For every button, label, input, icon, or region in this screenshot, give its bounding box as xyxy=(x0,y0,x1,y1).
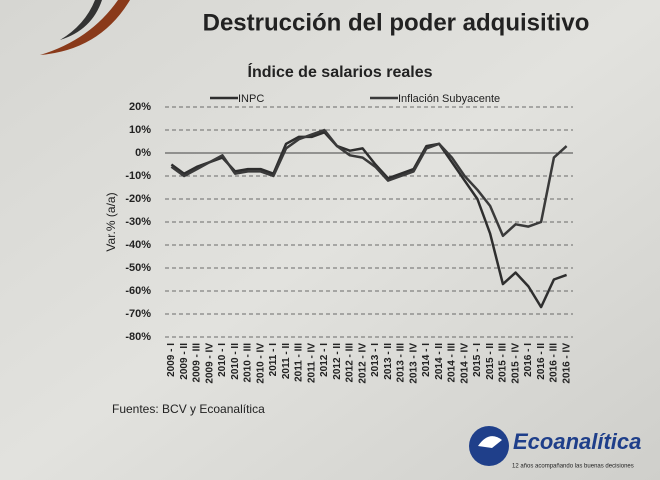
x-tick-label: 2009 - II xyxy=(179,343,190,380)
decoration xyxy=(40,0,130,55)
x-tick-label: 2013 - I xyxy=(370,343,381,377)
legend-label: Inflación Subyacente xyxy=(398,93,500,105)
x-tick-label: 2011 - III xyxy=(294,343,305,382)
x-tick-label: 2016 - I xyxy=(523,343,534,377)
y-tick-label: -60% xyxy=(125,285,151,297)
y-axis-label: Var.% (a/a) xyxy=(104,192,118,251)
x-tick-label: 2012 - III xyxy=(345,343,356,383)
source: Fuentes: BCV y Ecoanalítica xyxy=(112,402,265,416)
x-tick-label: 2011 - II xyxy=(281,343,292,379)
x-tick-label: 2016 - III xyxy=(549,343,560,383)
x-tick-label: 2015 - II xyxy=(485,343,496,380)
logo-icon xyxy=(478,436,502,448)
y-tick-label: -70% xyxy=(125,308,151,320)
x-tick-label: 2009 - IV xyxy=(204,343,215,384)
x-tick-label: 2010 - I xyxy=(217,343,228,377)
y-tick-label: -80% xyxy=(125,331,151,343)
y-tick-label: 20% xyxy=(129,101,151,113)
x-tick-label: 2014 - II xyxy=(434,343,445,380)
x-tick-label: 2010 - IV xyxy=(255,343,266,384)
tagline: 12 años acompañando las buenas decisione… xyxy=(512,464,634,470)
x-tick-label: 2013 - IV xyxy=(408,343,419,384)
x-tick-label: 2016 - II xyxy=(536,343,547,380)
x-tick-label: 2011 - I xyxy=(268,343,279,377)
x-tick-label: 2010 - III xyxy=(243,343,254,383)
y-tick-label: -50% xyxy=(125,262,151,274)
y-tick-label: -30% xyxy=(125,216,151,228)
x-tick-label: 2012 - I xyxy=(319,343,330,377)
x-tick-label: 2010 - II xyxy=(230,343,241,380)
chart-title: Índice de salarios reales xyxy=(248,62,433,81)
x-tick-label: 2009 - III xyxy=(192,343,203,383)
line-series xyxy=(170,128,568,238)
slide-title: Destrucción del poder adquisitivo xyxy=(203,9,590,36)
x-tick-label: 2012 - IV xyxy=(357,343,368,384)
legend-label: INPC xyxy=(238,93,264,105)
x-tick-label: 2016 - IV xyxy=(561,343,572,384)
x-tick-label: 2015 - III xyxy=(498,343,509,383)
decoration xyxy=(60,0,102,40)
y-tick-label: 0% xyxy=(135,147,151,159)
x-tick-label: 2014 - I xyxy=(421,343,432,377)
y-tick-label: -40% xyxy=(125,239,151,251)
x-tick-label: 2015 - IV xyxy=(510,343,521,384)
x-tick-label: 2014 - III xyxy=(447,343,458,383)
x-tick-label: 2011 - IV xyxy=(306,343,317,383)
y-tick-label: 10% xyxy=(129,124,151,136)
x-tick-label: 2009 - I xyxy=(166,343,177,377)
y-tick-label: -10% xyxy=(125,170,151,182)
x-tick-label: 2013 - III xyxy=(396,343,407,383)
line-series xyxy=(170,131,568,309)
y-tick-label: -20% xyxy=(125,193,151,205)
brand: Ecoanalítica xyxy=(513,429,641,454)
x-tick-label: 2012 - II xyxy=(332,343,343,380)
x-tick-label: 2013 - II xyxy=(383,343,394,380)
x-tick-label: 2015 - I xyxy=(472,343,483,377)
x-tick-label: 2014 - IV xyxy=(459,343,470,384)
